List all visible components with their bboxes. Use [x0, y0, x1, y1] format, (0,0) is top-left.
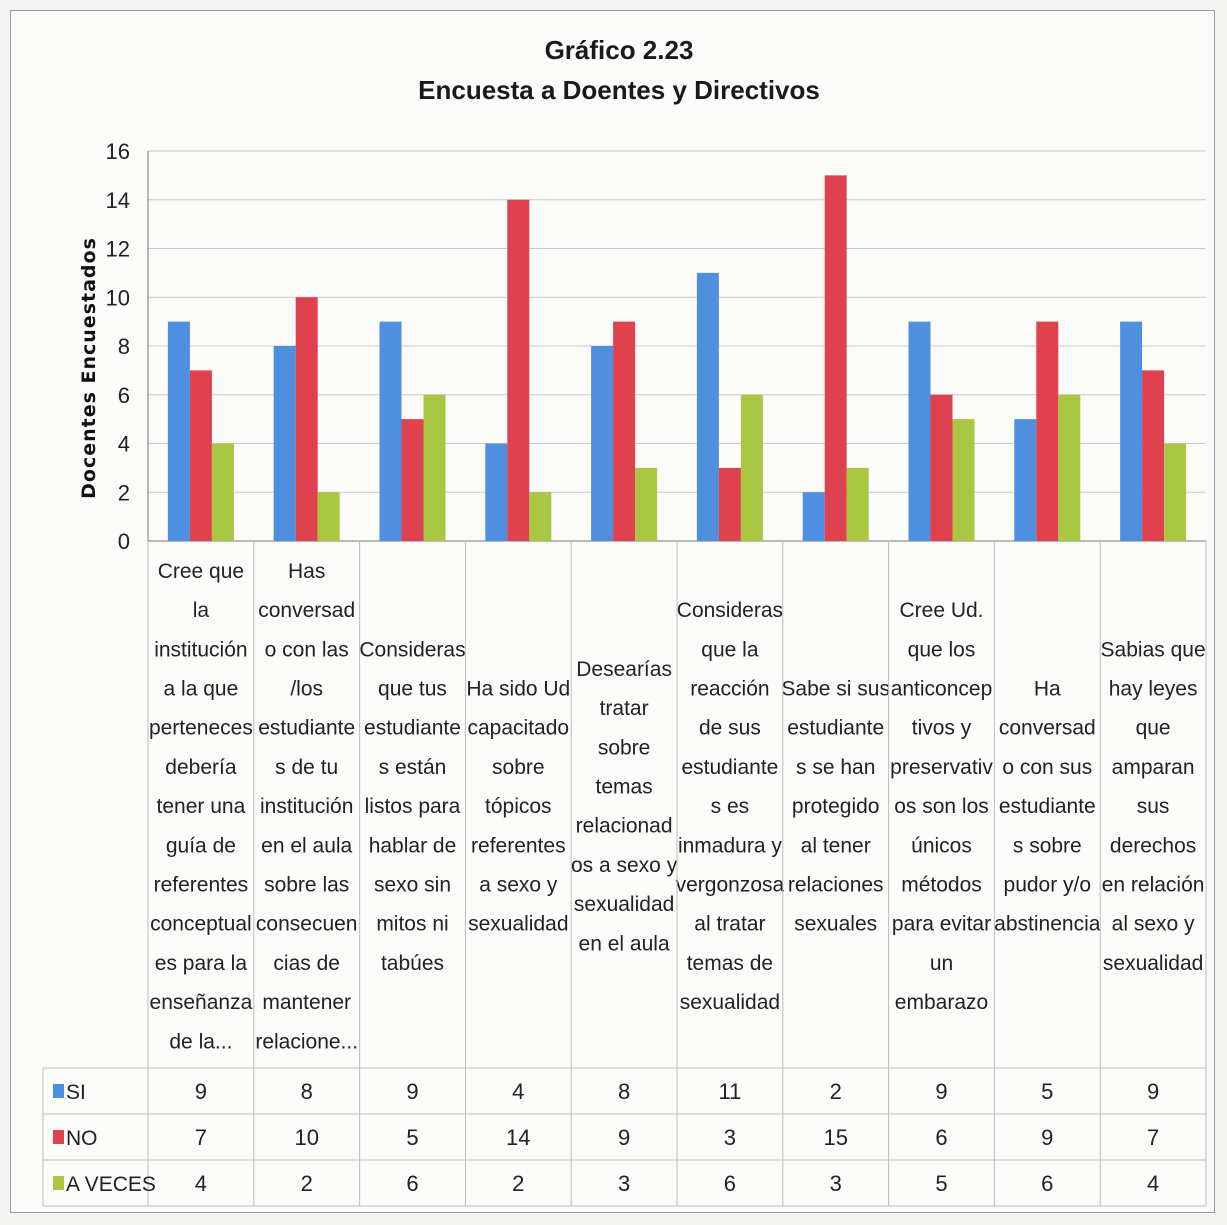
bar-no [507, 199, 530, 541]
table-cell-value: 4 [512, 1079, 524, 1104]
series-name: SI [66, 1081, 86, 1104]
y-axis-ticks: 0 2 4 6 8 10 12 14 16 [106, 139, 130, 554]
y-tick-label: 14 [106, 188, 130, 213]
table-cell-value: 7 [1147, 1125, 1159, 1150]
table-cell-value: 4 [195, 1171, 207, 1196]
bar-a-veces [846, 467, 869, 541]
table-cell-value: 14 [506, 1125, 530, 1150]
table-cell-value: 9 [195, 1079, 207, 1104]
table-cell-value: 9 [1041, 1125, 1053, 1150]
y-tick-label: 10 [106, 285, 130, 310]
category-label: Cree Ud. que los anticoncep tivos y preserva… [890, 599, 993, 1014]
bar-no [401, 419, 424, 541]
bar-no [930, 394, 953, 541]
bar-a-veces [423, 394, 446, 541]
table-cell-value: 8 [618, 1079, 630, 1104]
bar-si [908, 321, 931, 541]
category-label: Ha sido Ud capacitado sobre tópicos referent… [466, 678, 570, 936]
y-tick-label: 8 [118, 334, 130, 359]
bar-a-veces [1164, 443, 1187, 541]
bar-si [485, 443, 508, 541]
bar-si [1120, 321, 1143, 541]
y-tick-label: 0 [118, 529, 130, 554]
bar-a-veces [211, 443, 234, 541]
bar-chart: Gráfico 2.23 Encuesta a Doentes y Direct… [42, 35, 1207, 1207]
table-cell-value: 3 [830, 1171, 842, 1196]
y-tick-label: 2 [118, 480, 130, 505]
bar-si [1014, 419, 1037, 541]
table-cell-value: 11 [718, 1079, 741, 1104]
series-name: NO [66, 1127, 98, 1150]
series-name: A VECES [66, 1173, 156, 1196]
legend-swatch [53, 1084, 64, 1098]
table-cell-value: 10 [294, 1125, 318, 1150]
bar-a-veces [635, 467, 658, 541]
table-cell-value: 6 [935, 1125, 947, 1150]
y-tick-label: 4 [118, 432, 130, 457]
bar-no [1036, 321, 1059, 541]
category-label: Ha conversad o con sus estudiante s sobre pud… [994, 678, 1101, 936]
table-cell-value: 2 [512, 1171, 524, 1196]
table-cell-value: 9 [1147, 1079, 1159, 1104]
bar-no [1142, 370, 1165, 541]
legend-swatch [53, 1176, 64, 1190]
category-label: Sabias que hay leyes que amparan sus derechos… [1101, 638, 1206, 975]
bar-no [613, 321, 636, 541]
bar-no [295, 297, 318, 541]
category-label: Consideras que tus estudiante s están listos… [359, 638, 465, 975]
table-cell-value: 9 [935, 1079, 947, 1104]
chart-title: Gráfico 2.23 [545, 35, 694, 65]
category-label: Consideras que la reacción de sus estudiante… [676, 599, 785, 1014]
table-cell-value: 6 [724, 1171, 736, 1196]
table-cell-value: 3 [618, 1171, 630, 1196]
data-table: Cree que la institución a la que perteneces d… [42, 541, 1207, 1207]
category-label: Cree que la institución a la que perteneces d… [149, 560, 253, 1053]
table-cell-value: 2 [301, 1171, 313, 1196]
bar-a-veces [952, 419, 975, 541]
bar-si [379, 321, 402, 541]
bar-si [591, 346, 614, 541]
bar-si [167, 321, 190, 541]
y-tick-label: 12 [106, 237, 130, 262]
category-label: Sabe si sus estudiante s se han protegido al… [781, 678, 890, 936]
legend-swatch [53, 1130, 64, 1144]
y-tick-label: 16 [106, 139, 130, 164]
bar-a-veces [1058, 394, 1081, 541]
table-cell-value: 6 [1041, 1171, 1053, 1196]
bar-si [802, 492, 825, 541]
table-cell-value: 5 [1041, 1079, 1053, 1104]
bar-no [824, 175, 847, 541]
bar-a-veces [529, 492, 552, 541]
bar-si [696, 272, 719, 541]
category-label: Has conversad o con las/los estudiante s de … [255, 560, 358, 1053]
table-cell-value: 9 [618, 1125, 630, 1150]
bar-no [189, 370, 212, 541]
chart-subtitle: Encuesta a Doentes y Directivos [418, 75, 820, 105]
bar-si [273, 346, 296, 541]
table-cell-value: 9 [406, 1079, 418, 1104]
table-cell-value: 2 [830, 1079, 842, 1104]
chart-frame: Gráfico 2.23 Encuesta a Doentes y Direct… [10, 10, 1215, 1213]
table-cell-value: 5 [935, 1171, 947, 1196]
table-cell-value: 15 [823, 1125, 847, 1150]
y-tick-label: 6 [118, 383, 130, 408]
table-cell-value: 8 [301, 1079, 313, 1104]
y-axis-title: Docentes Encuestados [78, 237, 100, 499]
table-cell-value: 4 [1147, 1171, 1159, 1196]
bars [167, 175, 1187, 541]
bar-a-veces [317, 492, 340, 541]
table-cell-value: 3 [724, 1125, 736, 1150]
bar-no [718, 467, 741, 541]
table-cell-value: 6 [406, 1171, 418, 1196]
table-cell-value: 5 [406, 1125, 418, 1150]
bar-a-veces [740, 394, 763, 541]
table-cell-value: 7 [195, 1125, 207, 1150]
category-label: Desearías tratar sobre temas relacionad os a … [571, 658, 678, 955]
